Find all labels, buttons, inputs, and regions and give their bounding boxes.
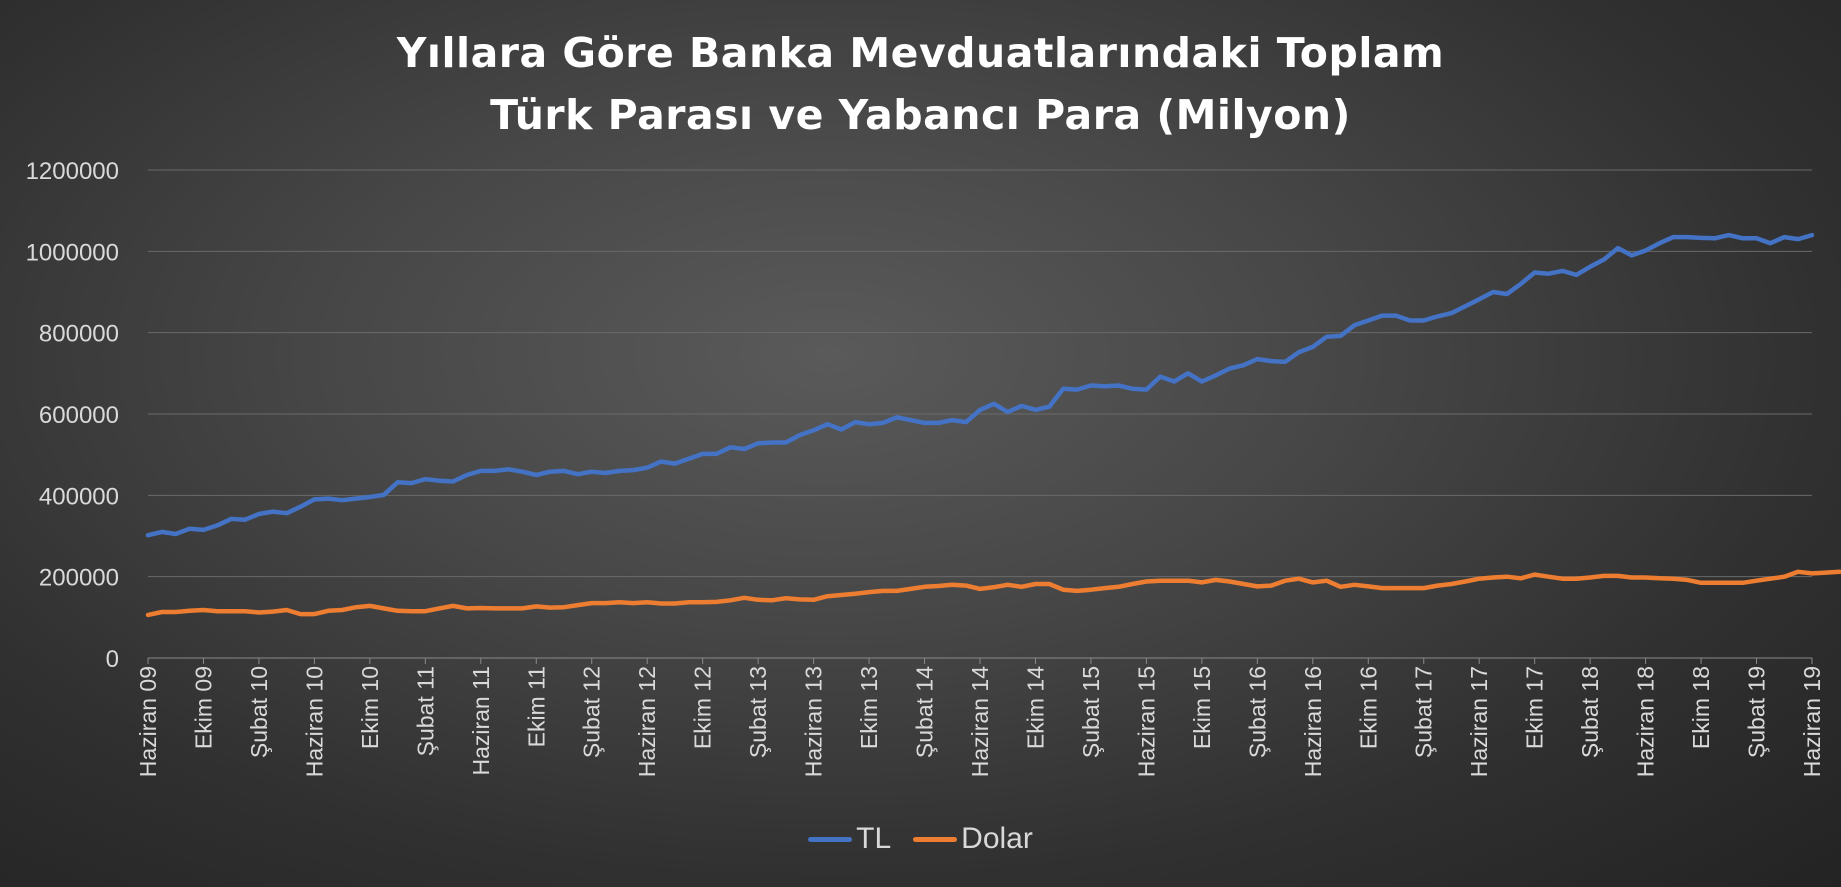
x-tick-label-0: Haziran 09 bbox=[135, 666, 161, 777]
x-tick-label-22: Ekim 16 bbox=[1355, 666, 1381, 749]
x-tick-label-21: Haziran 16 bbox=[1300, 666, 1326, 777]
x-tick-label-1: Ekim 09 bbox=[190, 666, 216, 749]
y-tick-label-6: 1200000 bbox=[26, 158, 119, 185]
y-tick-label-0: 0 bbox=[106, 646, 119, 673]
chart-title-line-1: Yıllara Göre Banka Mevduatlarındaki Topl… bbox=[396, 29, 1445, 77]
legend: TL Dolar bbox=[0, 822, 1841, 856]
y-tick-label-3: 600000 bbox=[39, 402, 119, 429]
chart-title-line-2: Türk Parası ve Yabancı Para (Milyon) bbox=[490, 91, 1351, 139]
x-tick-label-15: Haziran 14 bbox=[967, 666, 993, 777]
x-tick-label-14: Şubat 14 bbox=[912, 666, 938, 758]
legend-swatch-tl bbox=[808, 836, 853, 842]
x-tick-label-24: Haziran 17 bbox=[1466, 666, 1492, 777]
legend-label-dolar: Dolar bbox=[961, 822, 1033, 855]
chart-title: Yıllara Göre Banka Mevduatlarındaki Topl… bbox=[0, 22, 1841, 146]
x-tick-label-3: Haziran 10 bbox=[301, 666, 327, 777]
x-tick-label-29: Şubat 19 bbox=[1744, 666, 1770, 758]
legend-item-tl[interactable]: TL bbox=[808, 822, 891, 856]
legend-label-tl: TL bbox=[856, 822, 892, 855]
legend-item-dolar[interactable]: Dolar bbox=[913, 822, 1033, 856]
legend-swatch-dolar bbox=[913, 836, 958, 842]
x-tick-label-23: Şubat 17 bbox=[1411, 666, 1437, 758]
x-tick-label-13: Ekim 13 bbox=[856, 666, 882, 749]
y-tick-label-5: 1000000 bbox=[26, 239, 119, 266]
x-tick-label-10: Ekim 12 bbox=[690, 666, 716, 749]
x-tick-label-6: Haziran 11 bbox=[468, 666, 494, 776]
x-tick-label-30: Haziran 19 bbox=[1799, 666, 1825, 777]
x-tick-label-11: Şubat 13 bbox=[745, 666, 771, 758]
y-tick-label-1: 200000 bbox=[39, 565, 119, 592]
x-tick-label-26: Şubat 18 bbox=[1577, 666, 1603, 758]
x-tick-label-8: Şubat 12 bbox=[579, 666, 605, 758]
x-tick-label-25: Ekim 17 bbox=[1522, 666, 1548, 749]
series-line-dolar bbox=[145, 569, 1841, 618]
series-line-tl bbox=[145, 232, 1815, 538]
x-tick-label-12: Haziran 13 bbox=[801, 666, 827, 777]
x-tick-label-2: Şubat 10 bbox=[246, 666, 272, 758]
x-tick-label-16: Ekim 14 bbox=[1022, 666, 1048, 749]
x-tick-label-5: Şubat 11 bbox=[412, 666, 438, 756]
x-tick-label-17: Şubat 15 bbox=[1078, 666, 1104, 758]
y-tick-label-4: 800000 bbox=[39, 321, 119, 348]
x-tick-label-18: Haziran 15 bbox=[1133, 666, 1159, 777]
y-tick-label-2: 400000 bbox=[39, 483, 119, 510]
x-tick-label-7: Ekim 11 bbox=[523, 666, 549, 747]
x-tick-label-4: Ekim 10 bbox=[357, 666, 383, 749]
x-tick-label-19: Ekim 15 bbox=[1189, 666, 1215, 749]
x-tick-label-27: Haziran 18 bbox=[1633, 666, 1659, 777]
x-tick-label-20: Şubat 16 bbox=[1244, 666, 1270, 758]
x-tick-label-28: Ekim 18 bbox=[1688, 666, 1714, 749]
x-tick-label-9: Haziran 12 bbox=[634, 666, 660, 777]
